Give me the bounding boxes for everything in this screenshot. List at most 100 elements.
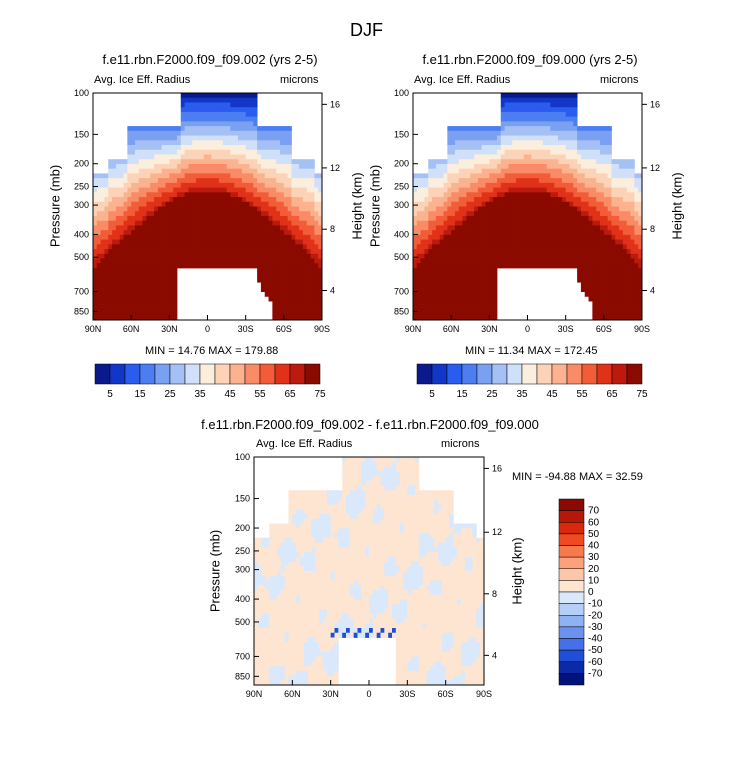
panel1-cell — [280, 282, 285, 288]
panel3-cell — [265, 547, 270, 553]
panel1-cell — [226, 201, 231, 207]
panel2-cell — [454, 291, 460, 297]
panel2-cell — [550, 107, 555, 113]
panel1-cell — [150, 168, 155, 174]
panel1-cell — [280, 272, 285, 278]
panel1-cell — [234, 173, 239, 179]
panel2-cell — [523, 187, 528, 193]
panel3-cell — [277, 613, 282, 619]
panel3-cell — [280, 628, 286, 634]
panel1-cell — [161, 159, 166, 165]
panel1-cell — [249, 107, 254, 113]
panel2-cell — [611, 296, 616, 302]
panel1-cell — [306, 310, 311, 316]
panel1-cell — [268, 182, 273, 188]
panel3-cell — [296, 571, 301, 577]
panel2-cell — [561, 173, 567, 179]
panel1-cell — [154, 286, 159, 293]
panel2-cell — [531, 178, 536, 184]
panel2-cell — [550, 253, 555, 259]
panel1-cell — [287, 126, 292, 132]
panel1-cell — [295, 305, 300, 311]
panel2-cell — [565, 173, 570, 179]
panel1-cell — [215, 173, 220, 179]
panel2-cell — [619, 197, 624, 203]
panel2-cell — [493, 197, 498, 203]
panel1-cell — [146, 277, 151, 283]
panel2-cell — [435, 296, 441, 302]
panel2-cell — [496, 187, 502, 193]
panel2-cell — [428, 244, 433, 250]
panel1-cell — [199, 263, 205, 269]
panel1-cell — [196, 149, 201, 155]
panel2-cell — [577, 249, 582, 255]
panel2-cell — [622, 258, 628, 264]
panel1-cell — [199, 102, 205, 108]
panel1-cell — [100, 282, 105, 288]
panel1-cell — [310, 305, 315, 311]
panel3-cell — [261, 599, 266, 605]
panel1-cell — [299, 220, 304, 226]
panel1-cell — [123, 230, 128, 236]
panel2-cell — [420, 267, 425, 274]
panel2-cell — [573, 163, 578, 170]
panel3-cell — [284, 533, 289, 539]
panel3-cell — [265, 566, 270, 572]
panel2-cell — [600, 126, 605, 132]
panel1-cell — [211, 97, 216, 103]
panel2-cell — [569, 225, 574, 231]
panel1-cell — [184, 225, 189, 231]
panel2-cell — [477, 130, 483, 136]
panel2-cell — [630, 301, 635, 307]
panel1-cell — [146, 163, 151, 170]
panel1-cell — [276, 159, 281, 165]
panel1-cell — [318, 263, 323, 269]
panel1-cell — [310, 187, 315, 193]
panel1-cell — [169, 263, 174, 269]
panel2-cell — [600, 301, 605, 307]
panel1-cell — [241, 220, 247, 226]
panel1-cell — [203, 263, 208, 269]
panel2-cell — [519, 107, 525, 113]
panel2-cell — [546, 234, 551, 241]
panel2-cell — [527, 130, 532, 136]
panel3-cell — [292, 647, 297, 653]
panel1-cell — [203, 192, 208, 198]
panel2-cell — [538, 145, 544, 151]
panel1-cell — [142, 277, 147, 283]
panel1-cell — [199, 244, 205, 250]
panel1-cell — [150, 211, 155, 217]
panel2-cell — [443, 206, 448, 212]
panel1-x-tick-label: 90N — [85, 324, 102, 334]
panel1-cell — [302, 192, 308, 198]
panel1-cell — [226, 168, 231, 174]
panel3-cell — [254, 656, 259, 662]
panel2-cell — [592, 149, 597, 155]
panel1-cell — [180, 130, 185, 136]
panel2-cell — [550, 159, 555, 165]
panel1-cell — [318, 178, 323, 184]
panel2-cell — [603, 215, 609, 222]
panel2-cell — [538, 215, 544, 222]
panel1-cell — [215, 197, 220, 203]
panel3-cell — [284, 547, 289, 553]
panel1-cell — [276, 249, 281, 255]
panel1-cell — [299, 182, 304, 188]
panel1-cell — [230, 225, 235, 231]
panel2-cell — [546, 249, 551, 255]
panel2-cell — [454, 163, 460, 170]
panel2-cell — [493, 126, 498, 132]
panel2-cell — [603, 145, 609, 151]
panel2-cell — [573, 173, 578, 179]
panel1-cell — [203, 258, 208, 264]
panel2-cell — [565, 97, 570, 103]
panel2-cell — [474, 272, 479, 278]
panel2-cell — [485, 258, 490, 264]
panel2-cell — [432, 258, 437, 264]
panel1-cell — [93, 253, 98, 259]
panel1-cell — [211, 197, 216, 203]
panel2-cell — [443, 277, 448, 283]
panel1-cell — [108, 230, 113, 236]
panel1-cell — [123, 239, 128, 245]
panel1-cell — [241, 206, 247, 212]
